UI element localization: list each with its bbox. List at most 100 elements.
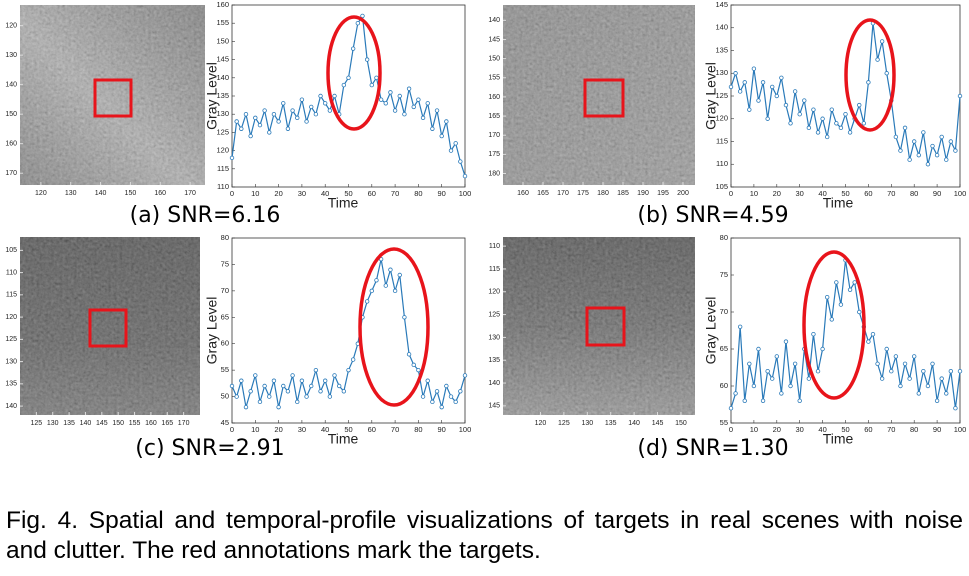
point	[847, 130, 853, 135]
x-tick-label: 70	[391, 425, 399, 434]
image-x-tick-label: 125	[558, 420, 570, 427]
y-tick-label: 55	[720, 418, 728, 427]
point	[902, 361, 908, 366]
point	[765, 369, 770, 374]
plot-area	[231, 4, 466, 188]
point	[364, 57, 370, 62]
point	[439, 404, 444, 410]
image-y-tick-label: 160	[488, 94, 500, 101]
point	[397, 93, 402, 99]
y-tick-label: 105	[715, 182, 728, 191]
y-tick-label: 130	[216, 109, 229, 118]
x-tick-label: 10	[750, 189, 758, 198]
point	[838, 125, 844, 131]
point	[760, 80, 766, 85]
image-x-tick-label: 160	[145, 420, 157, 427]
x-tick-label: 100	[954, 189, 967, 198]
point	[383, 101, 388, 106]
panel-caption: (d) SNR=1.30	[637, 436, 788, 461]
point	[257, 122, 263, 128]
image-y-tick-label: 160	[5, 141, 17, 148]
point	[779, 75, 784, 80]
image-x-tick-label: 140	[628, 420, 640, 427]
point	[346, 367, 351, 373]
point	[299, 378, 305, 383]
point	[774, 93, 779, 99]
point	[271, 378, 277, 383]
x-tick-label: 30	[796, 189, 804, 198]
y-tick-label: 110	[217, 182, 229, 191]
y-tick-label: 140	[715, 23, 728, 32]
point	[350, 46, 356, 51]
image-y-tick-label: 115	[6, 292, 17, 299]
point	[346, 75, 351, 80]
point	[271, 111, 277, 117]
image-x-tick-label: 135	[63, 420, 75, 427]
point	[847, 287, 853, 292]
point	[458, 389, 463, 394]
point	[406, 86, 412, 91]
point	[388, 90, 393, 95]
y-tick-label: 80	[221, 233, 229, 242]
y-tick-label: 145	[715, 0, 728, 9]
image-y-tick-label: 145	[488, 36, 500, 43]
point	[402, 111, 407, 117]
point	[448, 394, 454, 399]
x-tick-label: 50	[344, 425, 352, 434]
point	[948, 139, 954, 144]
image-y-tick-label: 120	[5, 314, 17, 321]
x-tick-label: 50	[841, 425, 849, 434]
image-x-tick-label: 145	[96, 420, 108, 427]
point	[770, 84, 775, 90]
point	[939, 134, 944, 140]
image-y-tick-label: 180	[488, 170, 500, 177]
image-y-tick-label: 130	[5, 52, 17, 59]
point	[276, 404, 281, 410]
image-x-tick-label: 170	[178, 420, 190, 427]
image-y-tick-label: 110	[6, 269, 17, 276]
point	[364, 299, 370, 304]
point	[934, 152, 940, 158]
point	[462, 173, 468, 179]
image-x-tick-label: 150	[675, 420, 687, 427]
point	[857, 102, 862, 108]
target-annotation	[844, 18, 896, 132]
image-y-tick-label: 165	[488, 113, 500, 120]
x-tick-label: 10	[750, 425, 758, 434]
point	[733, 391, 738, 396]
point	[434, 108, 440, 113]
y-tick-label: 75	[720, 270, 728, 279]
point	[295, 399, 300, 405]
point	[239, 378, 244, 383]
y-tick-label: 45	[221, 418, 229, 427]
point	[907, 376, 912, 381]
point	[879, 376, 885, 381]
image-y-tick-label: 135	[5, 381, 17, 388]
x-tick-label: 50	[841, 189, 849, 198]
x-tick-label: 30	[298, 189, 306, 198]
point	[425, 378, 430, 383]
point	[341, 389, 347, 394]
image-y-tick-label: 140	[488, 380, 500, 387]
point	[857, 309, 862, 315]
point	[912, 139, 917, 144]
y-tick-label: 50	[221, 392, 229, 401]
point	[902, 125, 908, 131]
x-tick-label: 20	[773, 189, 781, 198]
x-tick-label: 20	[274, 425, 282, 434]
y-tick-label: 70	[720, 307, 728, 316]
point	[453, 141, 458, 146]
point	[806, 376, 812, 381]
x-tick-label: 40	[818, 425, 826, 434]
point	[792, 89, 798, 94]
y-tick-label: 80	[720, 233, 728, 242]
point	[444, 119, 449, 124]
y-tick-label: 60	[221, 339, 229, 348]
target-box	[585, 306, 626, 347]
x-tick-label: 80	[910, 425, 918, 434]
y-axis-label: Gray Level	[204, 297, 220, 365]
image-y-tick-label: 115	[489, 266, 500, 273]
point	[879, 39, 885, 44]
point	[957, 93, 963, 99]
point	[820, 346, 825, 352]
